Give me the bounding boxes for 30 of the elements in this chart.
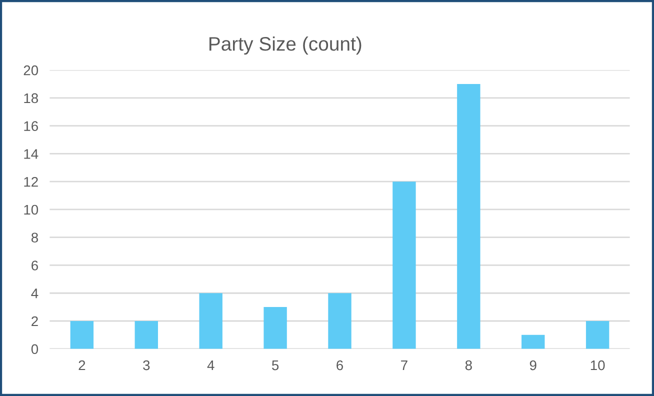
bar [586,321,610,349]
bar [264,307,287,349]
bar [522,334,545,349]
x-tick-label: 3 [143,360,150,370]
bar [134,321,158,349]
bar [392,182,416,349]
x-tick-label: 2 [78,360,86,370]
bar [457,84,480,349]
chart-title: Party Size (count) [209,36,362,55]
bar [328,293,352,349]
y-tick-label: 0 [31,344,38,354]
x-tick-label: 4 [207,360,214,370]
y-tick-label: 12 [24,176,38,187]
y-tick-label: 2 [32,316,38,326]
x-tick-label: 7 [401,360,408,370]
x-tick-label: 9 [530,360,536,370]
y-tick-label: 18 [24,93,38,104]
y-tick-label: 6 [32,260,38,270]
y-tick-label: 16 [24,121,38,132]
y-tick-label: 10 [24,204,38,215]
x-tick-label: 10 [590,360,605,370]
x-tick-label: 5 [272,360,279,370]
y-tick-label: 4 [31,288,38,298]
y-tick-label: 14 [24,149,38,159]
y-tick-label: 8 [31,232,38,243]
y-tick-label: 20 [24,65,38,76]
bar [199,293,222,349]
bar [70,321,94,349]
x-tick-label: 6 [336,360,344,370]
x-tick-label: 8 [465,360,472,370]
